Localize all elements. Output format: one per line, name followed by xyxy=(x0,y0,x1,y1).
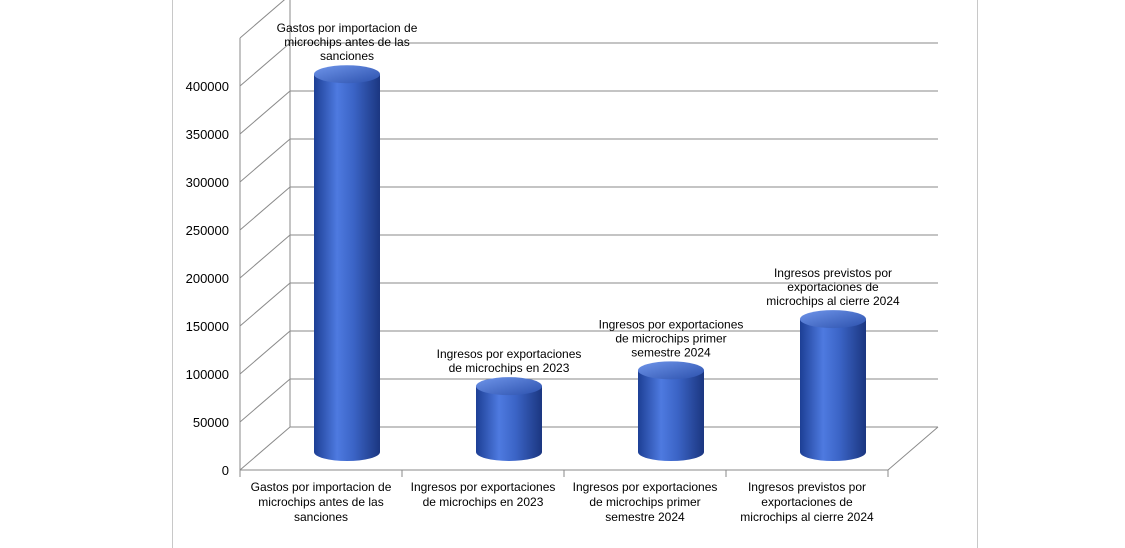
y-tick-label: 250000 xyxy=(186,223,229,238)
x-tick-label: Ingresos por exportaciones xyxy=(573,480,718,494)
bar-top xyxy=(314,65,380,84)
bar-body xyxy=(638,370,704,461)
data-label: microchips antes de las xyxy=(284,35,409,49)
data-label: Gastos por importacion de xyxy=(277,21,418,35)
bar-top xyxy=(638,361,704,380)
y-tick-label: 0 xyxy=(222,463,229,478)
data-label: exportaciones de xyxy=(787,280,879,294)
x-tick-label: Ingresos previstos por xyxy=(748,480,866,494)
x-tick-label: microchips al cierre 2024 xyxy=(740,510,874,524)
x-tick-label: Ingresos por exportaciones xyxy=(411,480,556,494)
y-tick-label: 400000 xyxy=(186,79,229,94)
y-tick-label: 50000 xyxy=(193,415,229,430)
y-tick-label: 150000 xyxy=(186,319,229,334)
side-gridline xyxy=(239,426,291,471)
data-label: sanciones xyxy=(320,49,374,63)
x-tick-label: de microchips primer xyxy=(589,495,700,509)
data-label: Ingresos por exportaciones xyxy=(599,317,744,331)
y-tick-label: 200000 xyxy=(186,271,229,286)
chart-frame xyxy=(172,0,978,548)
bar-body xyxy=(476,386,542,461)
data-label: Ingresos por exportaciones xyxy=(437,347,582,361)
y-tick-label: 350000 xyxy=(186,127,229,142)
x-tick-label: sanciones xyxy=(294,510,348,524)
bar-body xyxy=(314,74,380,461)
side-gridline xyxy=(239,282,291,327)
side-gridline xyxy=(239,330,291,375)
side-gridline xyxy=(239,138,291,183)
x-tick-label: semestre 2024 xyxy=(605,510,685,524)
side-gridline xyxy=(239,0,285,39)
data-label: de microchips primer xyxy=(615,331,726,345)
side-gridline xyxy=(239,90,291,135)
x-tick-label: exportaciones de xyxy=(761,495,853,509)
x-tick-label: Gastos por importacion de xyxy=(251,480,392,494)
side-gridline xyxy=(239,234,291,279)
data-label: de microchips en 2023 xyxy=(449,361,570,375)
bar-top xyxy=(476,377,542,396)
x-tick-label: de microchips en 2023 xyxy=(423,495,544,509)
x-tick-label: microchips antes de las xyxy=(258,495,383,509)
floor-edge xyxy=(887,426,939,471)
side-gridline xyxy=(239,378,291,423)
side-gridline xyxy=(239,42,291,87)
data-label: Ingresos previstos por xyxy=(774,266,892,280)
side-gridline xyxy=(239,186,291,231)
y-tick-label: 300000 xyxy=(186,175,229,190)
data-label: microchips al cierre 2024 xyxy=(766,294,900,308)
y-tick-label: 100000 xyxy=(186,367,229,382)
data-label: semestre 2024 xyxy=(631,345,711,359)
bar-body xyxy=(800,319,866,461)
bar-top xyxy=(800,310,866,329)
